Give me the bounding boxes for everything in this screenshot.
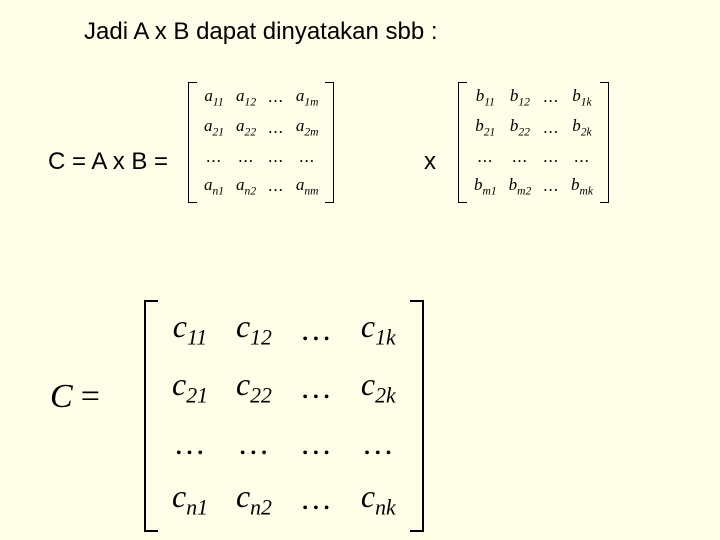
bracket-left-icon xyxy=(188,82,197,203)
matrix-cell: ... xyxy=(262,82,290,112)
matrix-cell: … xyxy=(286,470,347,528)
matrix-cell: a22 xyxy=(230,112,262,142)
matrix-cell: b21 xyxy=(468,112,503,142)
matrix-cell: ... xyxy=(262,112,290,142)
matrix-cell: b1k xyxy=(565,82,599,112)
multiply-symbol: x xyxy=(424,148,436,176)
matrix-cell: … xyxy=(286,300,347,358)
matrix-cell: anm xyxy=(290,171,325,201)
matrix-cell: a21 xyxy=(198,112,230,142)
matrix-cell: ... xyxy=(537,143,565,171)
matrix-cell: bm1 xyxy=(468,171,503,201)
matrix-cell: c12 xyxy=(222,300,286,358)
bracket-left-icon xyxy=(144,300,158,532)
matrix-cell: … xyxy=(158,417,222,470)
matrix-cell: ... xyxy=(198,143,230,171)
matrix-cell: cn1 xyxy=(158,470,222,528)
result-variable: C xyxy=(50,378,73,415)
matrix-cell: b22 xyxy=(503,112,538,142)
matrix-cell: ... xyxy=(537,171,565,201)
matrix-cell: a1m xyxy=(290,82,325,112)
matrix-cell: ... xyxy=(468,143,503,171)
matrix-cell: ... xyxy=(565,143,599,171)
matrix-cell: ... xyxy=(262,143,290,171)
matrix-cell: ... xyxy=(537,82,565,112)
matrix-cell: bm2 xyxy=(503,171,538,201)
matrix-cell: an2 xyxy=(230,171,262,201)
bracket-left-icon xyxy=(458,82,467,203)
matrix-cell: ... xyxy=(503,143,538,171)
matrix-cell: ... xyxy=(230,143,262,171)
matrix-cell: c2k xyxy=(347,358,410,416)
matrix-cell: ... xyxy=(537,112,565,142)
matrix-cell: c11 xyxy=(158,300,222,358)
equals-sign: = xyxy=(81,378,100,415)
matrix-cell: b2k xyxy=(565,112,599,142)
matrix-cell: … xyxy=(347,417,410,470)
matrix-cell: b12 xyxy=(503,82,538,112)
matrix-cell: a11 xyxy=(198,82,230,112)
matrix-b: b11b12...b1kb21b22...b2k............bm1b… xyxy=(468,82,599,206)
matrix-cell: bmk xyxy=(565,171,599,201)
bracket-right-icon xyxy=(600,82,609,203)
matrix-cell: b11 xyxy=(468,82,503,112)
matrix-b-table: b11b12...b1kb21b22...b2k............bm1b… xyxy=(468,82,599,201)
equation-lhs: C = A x B = xyxy=(48,148,168,176)
matrix-a-table: a11a12...a1ma21a22...a2m............an1a… xyxy=(198,82,324,201)
matrix-cell: … xyxy=(286,417,347,470)
matrix-cell: … xyxy=(286,358,347,416)
matrix-c-table: c11c12…c1kc21c22…c2k…………cn1cn2…cnk xyxy=(158,300,410,528)
matrix-cell: ... xyxy=(262,171,290,201)
matrix-cell: ... xyxy=(290,143,325,171)
matrix-a: a11a12...a1ma21a22...a2m............an1a… xyxy=(198,82,324,206)
matrix-cell: c21 xyxy=(158,358,222,416)
matrix-cell: an1 xyxy=(198,171,230,201)
matrix-cell: a12 xyxy=(230,82,262,112)
heading-text: Jadi A x B dapat dinyatakan sbb : xyxy=(84,18,438,46)
matrix-cell: a2m xyxy=(290,112,325,142)
matrix-cell: cn2 xyxy=(222,470,286,528)
bracket-right-icon xyxy=(325,82,334,203)
slide: Jadi A x B dapat dinyatakan sbb : C = A … xyxy=(0,0,720,540)
result-prefix: C= xyxy=(50,378,108,416)
matrix-cell: … xyxy=(222,417,286,470)
matrix-c: c11c12…c1kc21c22…c2k…………cn1cn2…cnk xyxy=(158,300,410,536)
matrix-cell: c22 xyxy=(222,358,286,416)
matrix-cell: c1k xyxy=(347,300,410,358)
bracket-right-icon xyxy=(410,300,424,532)
matrix-cell: cnk xyxy=(347,470,410,528)
